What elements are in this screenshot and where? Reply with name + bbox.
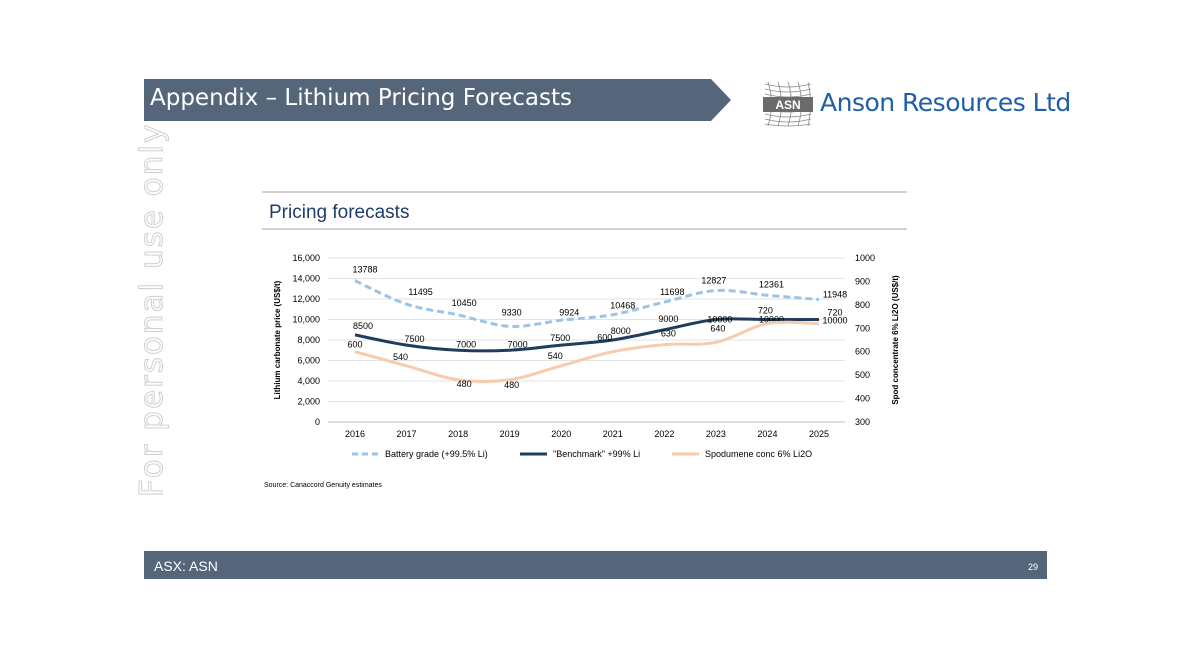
- data-label: 720: [827, 308, 842, 318]
- header-banner: [144, 79, 711, 121]
- y-tick-label: 14,000: [292, 274, 320, 284]
- y2-tick-label: 700: [855, 323, 870, 333]
- y-tick-label: 6,000: [297, 356, 320, 366]
- data-label: 640: [710, 323, 725, 333]
- data-label: 10468: [610, 301, 635, 311]
- y2-tick-label: 800: [855, 300, 870, 310]
- x-tick-label: 2025: [809, 429, 829, 439]
- company-name: Anson Resources Ltd: [820, 88, 1071, 117]
- legend-label: "Benchmark" +99% Li: [553, 449, 640, 459]
- data-label: 12827: [701, 276, 726, 286]
- data-label: 7000: [508, 339, 528, 349]
- data-label: 540: [548, 351, 563, 361]
- series-line: [354, 320, 820, 384]
- logo-text: ASN: [775, 98, 800, 112]
- y-tick-label: 4,000: [297, 376, 320, 386]
- x-tick-label: 2023: [706, 429, 726, 439]
- x-tick-label: 2022: [654, 429, 674, 439]
- x-tick-label: 2019: [500, 429, 520, 439]
- y2-tick-label: 400: [855, 394, 870, 404]
- y2-tick-label: 1000: [855, 253, 875, 263]
- y-tick-label: 2,000: [297, 397, 320, 407]
- data-label: 7500: [405, 334, 425, 344]
- y-tick-label: 10,000: [292, 315, 320, 325]
- footer-ticker: ASX: ASN: [154, 558, 218, 574]
- data-label: 10000: [707, 315, 732, 325]
- x-tick-label: 2018: [448, 429, 468, 439]
- data-label: 11698: [660, 287, 684, 297]
- footer-bar: [144, 551, 1047, 579]
- data-label: 11948: [823, 290, 847, 300]
- data-label: 8000: [611, 326, 631, 336]
- y-tick-label: 8,000: [297, 335, 320, 345]
- legend-label: Battery grade (+99.5% Li): [385, 449, 488, 459]
- page-number: 29: [1028, 562, 1039, 572]
- data-label: 600: [597, 333, 612, 343]
- data-label: 11495: [408, 287, 432, 297]
- data-label: 13788: [352, 265, 377, 275]
- slide-title: Appendix – Lithium Pricing Forecasts: [150, 85, 573, 111]
- legend-label: Spodumene conc 6% Li2O: [705, 449, 812, 459]
- chart-source: Source: Canaccord Genuity estimates: [264, 482, 382, 489]
- header-banner-arrow: [711, 79, 731, 121]
- data-label: 7500: [550, 333, 570, 343]
- series-line: [354, 317, 819, 353]
- data-label: 9330: [502, 307, 522, 317]
- y2-tick-label: 600: [855, 347, 870, 357]
- watermark: For personal use only: [134, 122, 171, 497]
- y2-tick-label: 900: [855, 276, 870, 286]
- data-label: 8500: [353, 321, 373, 331]
- data-label: 480: [504, 380, 519, 390]
- data-label: 10000: [822, 316, 847, 326]
- data-label: 10000: [759, 315, 784, 325]
- y2-tick-label: 500: [855, 370, 870, 380]
- data-label: 9924: [559, 307, 579, 317]
- data-label: 12361: [759, 279, 784, 289]
- x-tick-label: 2020: [551, 429, 571, 439]
- data-label: 480: [457, 379, 472, 389]
- data-label: 720: [758, 306, 773, 316]
- x-tick-label: 2017: [397, 429, 417, 439]
- x-tick-label: 2016: [345, 429, 365, 439]
- data-label: 10450: [452, 298, 477, 308]
- y-tick-label: 16,000: [292, 253, 320, 263]
- y2-axis-title: Spod concentrate 6% Li2O (US$/t): [891, 275, 900, 405]
- x-tick-label: 2024: [757, 429, 777, 439]
- data-label: 9000: [658, 314, 678, 324]
- y-axis-title: Lithium carbonate price (US$/t): [273, 280, 282, 399]
- x-tick-label: 2021: [603, 429, 623, 439]
- chart-title: Pricing forecasts: [269, 202, 409, 223]
- y-tick-label: 12,000: [292, 294, 320, 304]
- series-line: [354, 279, 820, 328]
- data-label: 630: [661, 329, 676, 339]
- data-label: 540: [393, 352, 408, 362]
- company-logo: ASN: [763, 81, 813, 127]
- y-tick-label: 0: [315, 417, 320, 427]
- y2-tick-label: 300: [855, 417, 870, 427]
- data-label: 600: [347, 340, 362, 350]
- data-label: 7000: [456, 339, 476, 349]
- pricing-forecast-chart: Pricing forecasts 0 2,000 4,000 6,000 8,000 10…: [262, 191, 907, 489]
